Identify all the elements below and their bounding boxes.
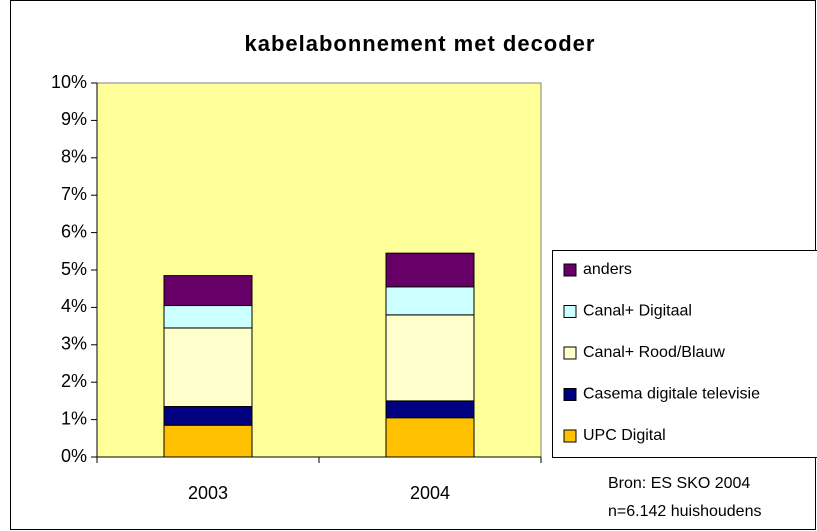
y-tick-label: 4% — [61, 296, 87, 316]
legend-label: Canal+ Digitaal — [583, 303, 692, 320]
bar-segment — [163, 305, 253, 329]
legend-swatch — [563, 388, 577, 401]
bar-segment — [385, 417, 475, 458]
bar-segment — [385, 286, 475, 316]
legend-box — [552, 250, 817, 458]
y-tick-label: 7% — [61, 184, 87, 204]
bar-segment — [163, 327, 253, 408]
legend-swatch — [563, 429, 577, 443]
annotation: Bron: ES SKO 2004 — [608, 475, 750, 492]
y-tick-label: 1% — [61, 408, 87, 428]
y-tick-label: 9% — [61, 109, 87, 129]
y-tick-label: 10% — [51, 72, 87, 92]
legend-swatch — [563, 305, 577, 318]
y-tick-label: 6% — [61, 221, 87, 241]
bar-segment — [163, 424, 253, 458]
bar-segment — [385, 252, 475, 288]
legend-label: UPC Digital — [583, 427, 666, 444]
bar-segment — [163, 406, 253, 426]
y-tick-label: 3% — [61, 334, 87, 354]
bar-segment — [385, 400, 475, 419]
y-tick-label: 2% — [61, 371, 87, 391]
legend-label: Casema digitale televisie — [583, 386, 760, 403]
y-tick-label: 5% — [61, 259, 87, 279]
x-tick-label: 2003 — [188, 483, 228, 503]
legend-swatch — [563, 346, 577, 360]
y-tick-label: 8% — [61, 147, 87, 167]
bar-segment — [385, 314, 475, 402]
bar-segment — [163, 275, 253, 307]
legend-label: anders — [583, 261, 632, 278]
x-tick-label: 2004 — [410, 483, 450, 503]
legend-swatch — [563, 263, 577, 277]
annotation: n=6.142 huishoudens — [608, 503, 761, 520]
y-tick-label: 0% — [61, 446, 87, 466]
legend-label: Canal+ Rood/Blauw — [583, 344, 725, 361]
chart-title: kabelabonnement met decoder — [245, 31, 596, 56]
